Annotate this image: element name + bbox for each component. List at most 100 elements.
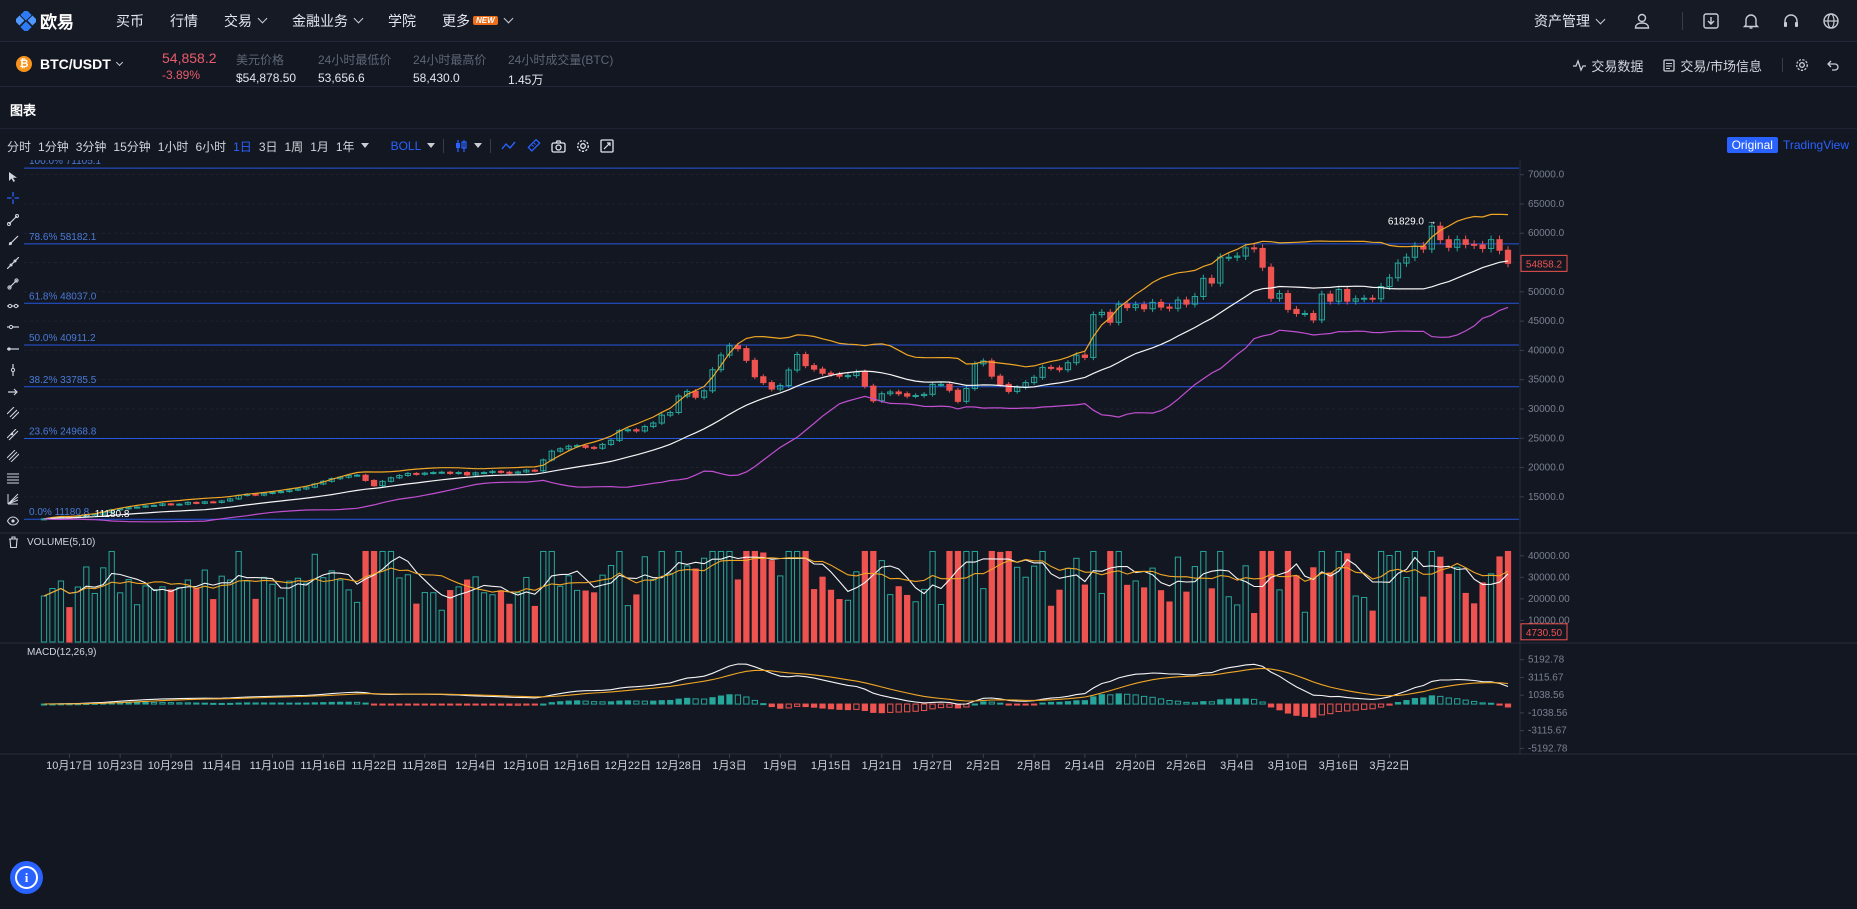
asset-management-menu[interactable]: 资产管理: [1534, 11, 1606, 31]
candle-body: [1090, 314, 1097, 358]
macd-histogram-bar: [337, 701, 344, 705]
candle-type-icon[interactable]: [454, 139, 468, 153]
volume-bar: [49, 588, 56, 643]
candle-body: [633, 429, 640, 432]
macd-histogram-bar: [1352, 703, 1359, 711]
candle-body: [1124, 303, 1131, 309]
macd-histogram-bar: [472, 703, 479, 706]
fullscreen-icon[interactable]: [600, 139, 614, 153]
eye-icon[interactable]: [4, 510, 22, 532]
trash-icon[interactable]: [4, 532, 22, 554]
vertical-line-icon[interactable]: [4, 360, 22, 382]
tf-line[interactable]: 分时: [7, 139, 32, 154]
nav-finance[interactable]: 金融业务: [292, 11, 364, 31]
nav-markets[interactable]: 行情: [170, 12, 198, 29]
info-fab[interactable]: i: [10, 861, 43, 894]
candle-body: [523, 469, 530, 473]
tf-1y[interactable]: 1年: [335, 139, 355, 154]
macd-histogram-bar: [1098, 694, 1105, 705]
horizontal-line-icon[interactable]: [4, 295, 22, 317]
trend-line-icon[interactable]: [4, 209, 22, 231]
price-line-icon[interactable]: [4, 338, 22, 360]
extended-line-icon[interactable]: [4, 252, 22, 274]
document-icon: [1663, 58, 1676, 72]
macd-histogram-bar: [1217, 699, 1224, 705]
tf-6h[interactable]: 6小时: [195, 139, 227, 154]
candle-body: [565, 445, 572, 450]
chart-settings-icon[interactable]: [576, 139, 590, 153]
volume-bar: [150, 588, 158, 643]
volume-bar: [717, 550, 725, 643]
candle-body: [1445, 239, 1452, 248]
nav-academy[interactable]: 学院: [388, 12, 416, 29]
macd-histogram-bar: [1191, 702, 1199, 705]
arrow-line-icon[interactable]: [4, 381, 22, 403]
camera-icon[interactable]: [551, 139, 566, 153]
macd-histogram-bar: [1183, 701, 1190, 705]
user-icon[interactable]: [1632, 11, 1652, 31]
volume-bar: [1369, 610, 1376, 643]
fib-retracement-icon[interactable]: [4, 467, 22, 489]
macd-histogram-bar: [1301, 703, 1309, 717]
candle-body: [1496, 239, 1503, 251]
candle-body: [404, 472, 412, 476]
volume-bar: [74, 586, 81, 643]
view-original-button[interactable]: Original: [1726, 137, 1778, 153]
volume-bar: [1504, 550, 1512, 643]
fib-channel-icon[interactable]: [4, 446, 22, 468]
price-chart[interactable]: 70000.065000.060000.055000.050000.045000…: [0, 160, 1857, 909]
volume-bar: [751, 550, 758, 643]
back-icon[interactable]: [1826, 58, 1845, 72]
horizontal-ray-icon[interactable]: [4, 317, 22, 339]
settings-icon[interactable]: [1795, 58, 1814, 72]
bell-icon[interactable]: [1741, 11, 1761, 31]
volume-bar: [650, 578, 657, 643]
candle-type-dropdown-icon[interactable]: [474, 143, 483, 149]
parallel-channel-icon[interactable]: [4, 403, 22, 425]
nav-more[interactable]: 更多 NEW: [442, 11, 514, 31]
market-info-link[interactable]: 交易/市场信息: [1663, 56, 1762, 75]
crosshair-icon[interactable]: [4, 188, 22, 210]
macd-tick-label: -3115.67: [1528, 726, 1567, 737]
candle-body: [1479, 244, 1486, 249]
download-icon[interactable]: [1701, 11, 1721, 31]
pair-selector[interactable]: ₿ BTC/USDT: [16, 56, 123, 72]
trading-data-link[interactable]: 交易数据: [1573, 56, 1643, 75]
tf-1h[interactable]: 1小时: [157, 139, 189, 154]
view-tradingview-button[interactable]: TradingView: [1782, 138, 1849, 152]
chart-toolbar: 分时 1分钟 3分钟 15分钟 1小时 6小时 1日 3日 1周 1月 1年 B…: [0, 136, 1857, 156]
macd-histogram-bar: [167, 702, 175, 705]
macd-histogram-bar: [836, 703, 843, 710]
indicator-icon[interactable]: [501, 140, 517, 152]
volume-bar: [1267, 550, 1275, 643]
nav-trade[interactable]: 交易: [224, 11, 268, 31]
cursor-arrow-icon[interactable]: [4, 166, 22, 188]
macd-histogram-bar: [861, 703, 868, 711]
volume-bar: [1200, 550, 1207, 643]
headset-icon[interactable]: [1781, 11, 1801, 31]
tf-3m[interactable]: 3分钟: [75, 139, 107, 154]
timeframe-more-icon[interactable]: [360, 143, 369, 149]
candle-body: [1386, 277, 1393, 288]
tf-15m[interactable]: 15分钟: [113, 139, 151, 154]
fib-fan-icon[interactable]: [4, 489, 22, 511]
tf-1mo[interactable]: 1月: [310, 139, 329, 154]
pitchfork-icon[interactable]: [4, 424, 22, 446]
x-tick-label: 3月16日: [1319, 760, 1359, 772]
tf-1w[interactable]: 1周: [284, 139, 304, 154]
candle-body: [887, 391, 894, 395]
globe-icon[interactable]: [1821, 11, 1841, 31]
ray-icon[interactable]: [4, 231, 22, 253]
candle-body: [1234, 255, 1241, 258]
macd-histogram-bar: [396, 703, 403, 706]
tf-3d[interactable]: 3日: [258, 139, 278, 154]
tf-1m[interactable]: 1分钟: [38, 139, 69, 154]
tf-1d[interactable]: 1日: [233, 139, 252, 154]
volume-bar: [1174, 556, 1182, 643]
segment-icon[interactable]: [4, 274, 22, 296]
indicator-select[interactable]: BOLL: [391, 139, 436, 153]
candle-body: [1267, 266, 1275, 299]
draw-ruler-icon[interactable]: [527, 139, 541, 153]
okx-logo[interactable]: 欧易: [16, 8, 86, 33]
nav-buy-crypto[interactable]: 买币: [116, 12, 144, 29]
